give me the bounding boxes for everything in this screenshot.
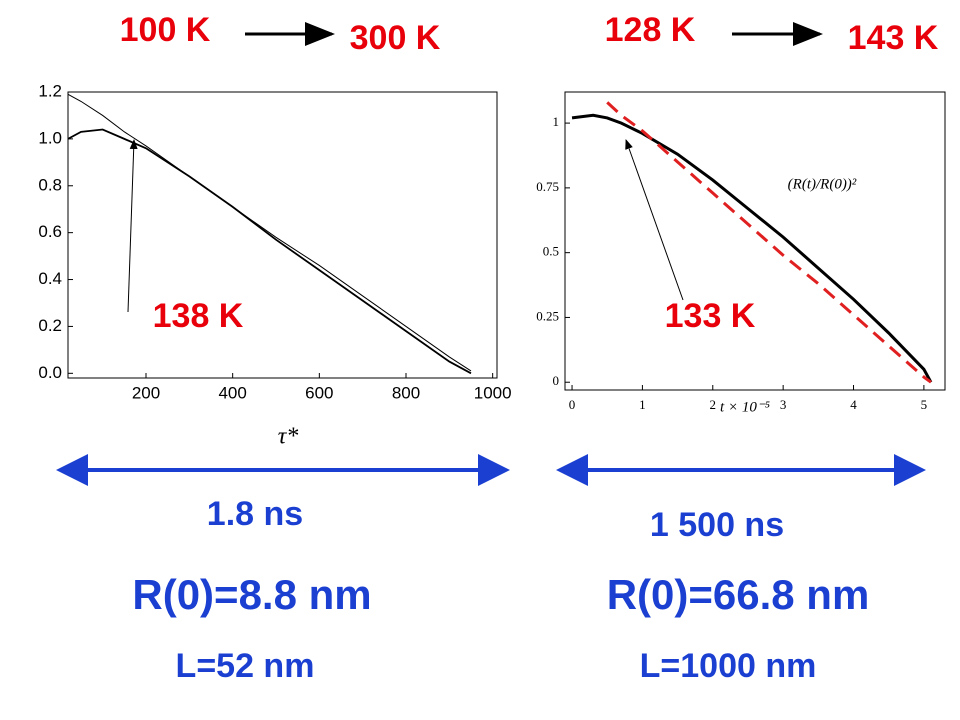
duration: 1.8 ns <box>207 495 303 533</box>
x-tick-label: 400 <box>218 383 246 402</box>
plot-frame <box>67 91 498 379</box>
x-tick-label: 600 <box>305 383 333 402</box>
series-line <box>571 113 933 383</box>
x-tick-label: 1 <box>639 397 646 412</box>
duration: 1 500 ns <box>650 506 784 544</box>
system-size: L=52 nm <box>176 647 315 685</box>
start-temp: 100 K <box>120 11 211 49</box>
x-tick-label: 2 <box>710 397 717 412</box>
x-tick-label: 200 <box>132 383 160 402</box>
end-temp: 300 K <box>350 19 441 57</box>
series-line <box>606 101 932 384</box>
x-tick-label: 5 <box>921 397 928 412</box>
system-size: L=1000 nm <box>640 647 817 685</box>
y-tick-label: 0 <box>553 373 560 388</box>
x-tick-label: 0 <box>569 397 576 412</box>
y-tick-label: 0.2 <box>38 316 62 335</box>
x-tick-label: 800 <box>392 383 420 402</box>
y-tick-label: 0.25 <box>536 308 559 323</box>
x-tick-label: 1000 <box>474 383 512 402</box>
series-line <box>67 93 472 372</box>
x-axis-label: t × 10⁻⁵ <box>720 399 770 415</box>
y-tick-label: 0.4 <box>38 269 62 288</box>
annotation: 138 K <box>153 297 244 335</box>
y-tick-label: 0.8 <box>38 175 62 194</box>
radius: R(0)=66.8 nm <box>607 571 870 618</box>
y-tick-label: 0.75 <box>536 179 559 194</box>
annotation: 133 K <box>665 297 756 335</box>
x-tick-label: 4 <box>850 397 857 412</box>
series-line <box>67 128 472 375</box>
radius: R(0)=8.8 nm <box>132 571 371 618</box>
start-temp: 128 K <box>605 11 696 49</box>
y-tick-label: 1.0 <box>38 128 62 147</box>
y-tick-label: 0.6 <box>38 222 62 241</box>
y-tick-label: 0.5 <box>543 244 559 259</box>
end-temp: 143 K <box>848 19 939 57</box>
legend: (R(t)/R(0))² <box>788 176 857 192</box>
plot-frame <box>564 91 946 391</box>
annotation-arrow <box>625 139 684 301</box>
y-tick-label: 1.2 <box>38 81 62 100</box>
annotation-arrow <box>127 139 138 313</box>
x-axis-label: τ* <box>278 424 299 450</box>
x-tick-label: 3 <box>780 397 787 412</box>
y-tick-label: 0.0 <box>38 363 62 382</box>
y-tick-label: 1 <box>553 114 560 129</box>
